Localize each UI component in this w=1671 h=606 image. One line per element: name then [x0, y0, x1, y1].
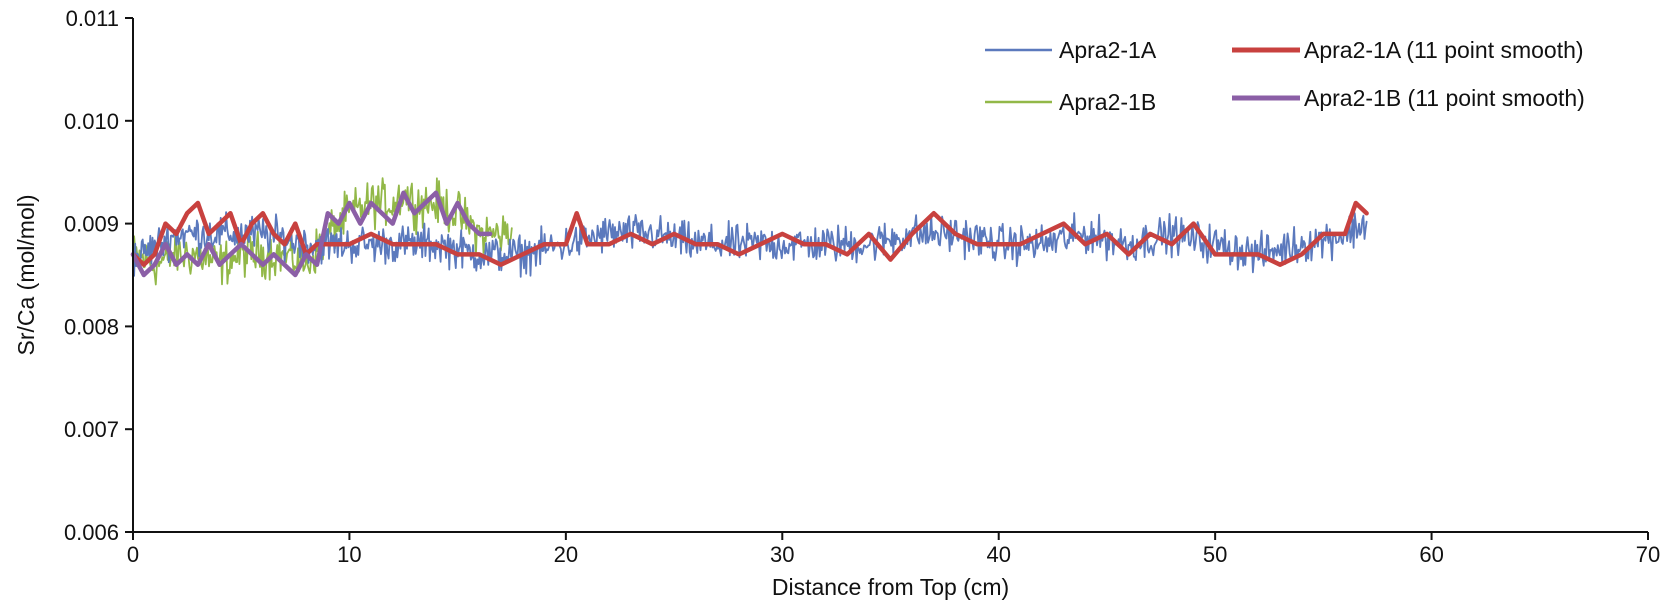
x-tick-label: 70: [1636, 542, 1660, 567]
y-tick-label: 0.009: [64, 212, 119, 237]
y-tick-label: 0.007: [64, 417, 119, 442]
x-tick-label: 30: [770, 542, 794, 567]
x-tick-label: 10: [337, 542, 361, 567]
x-tick-label: 0: [127, 542, 139, 567]
legend-label: Apra2-1B: [1059, 89, 1156, 115]
y-tick-label: 0.006: [64, 520, 119, 545]
legend: Apra2-1A Apra2-1A (11 point smooth) Apra2-…: [985, 37, 1585, 115]
axes: 0.006 0.007 0.008 0.009 0.010 0.011 0 10 20 30 40 5…: [64, 6, 1660, 567]
y-tick-label: 0.008: [64, 314, 119, 339]
x-tick-label: 60: [1419, 542, 1443, 567]
y-axis-title: Sr/Ca (mol/mol): [13, 194, 39, 355]
x-tick-label: 50: [1203, 542, 1227, 567]
x-tick-label: 40: [986, 542, 1010, 567]
legend-label: Apra2-1A: [1059, 37, 1157, 63]
x-tick-label: 20: [554, 542, 578, 567]
legend-label: Apra2-1A (11 point smooth): [1304, 37, 1584, 63]
series-layer: [130, 177, 1369, 286]
series-line-apra2-1b-11-point-smooth: [130, 190, 493, 278]
x-axis-title: Distance from Top (cm): [772, 574, 1009, 600]
legend-label: Apra2-1B (11 point smooth): [1304, 85, 1585, 111]
y-tick-label: 0.011: [66, 6, 119, 31]
y-tick-label: 0.010: [64, 109, 119, 134]
series-line-apra2-1a-11-point-smooth: [130, 200, 1369, 267]
